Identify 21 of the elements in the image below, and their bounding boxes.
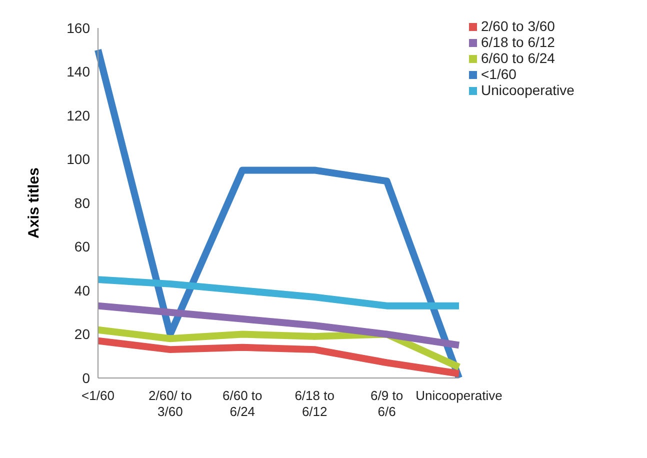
y-tick-label: 40 <box>74 282 90 298</box>
x-tick-label: 6/60 to 6/24 <box>222 388 262 419</box>
x-tick-label: 2/60/ to 3/60 <box>148 388 192 419</box>
y-tick-label: 80 <box>74 194 90 211</box>
y-tick-label: 160 <box>66 20 90 36</box>
y-tick-label: 100 <box>66 151 90 168</box>
x-tick-label: 6/9 to 6/6 <box>370 388 404 419</box>
legend-label: 2/60 to 3/60 <box>481 18 555 34</box>
y-tick-label: 140 <box>66 64 90 80</box>
y-tick-label: 60 <box>74 238 90 255</box>
legend-label: <1/60 <box>481 66 516 82</box>
y-tick-label: 120 <box>66 107 90 124</box>
legend-label: Unicooperative <box>481 82 574 98</box>
y-tick-label: 20 <box>74 326 90 342</box>
legend-label: 6/60 to 6/24 <box>481 50 555 66</box>
x-tick-label: <1/60 <box>82 388 114 403</box>
y-axis-title: Axis titles <box>25 168 42 238</box>
y-tick-label: 0 <box>82 370 90 386</box>
x-tick-label: Unicooperative <box>416 388 502 403</box>
legend-label: 6/18 to 6/12 <box>481 34 555 50</box>
x-tick-label: 6/18 to 6/12 <box>294 388 334 419</box>
